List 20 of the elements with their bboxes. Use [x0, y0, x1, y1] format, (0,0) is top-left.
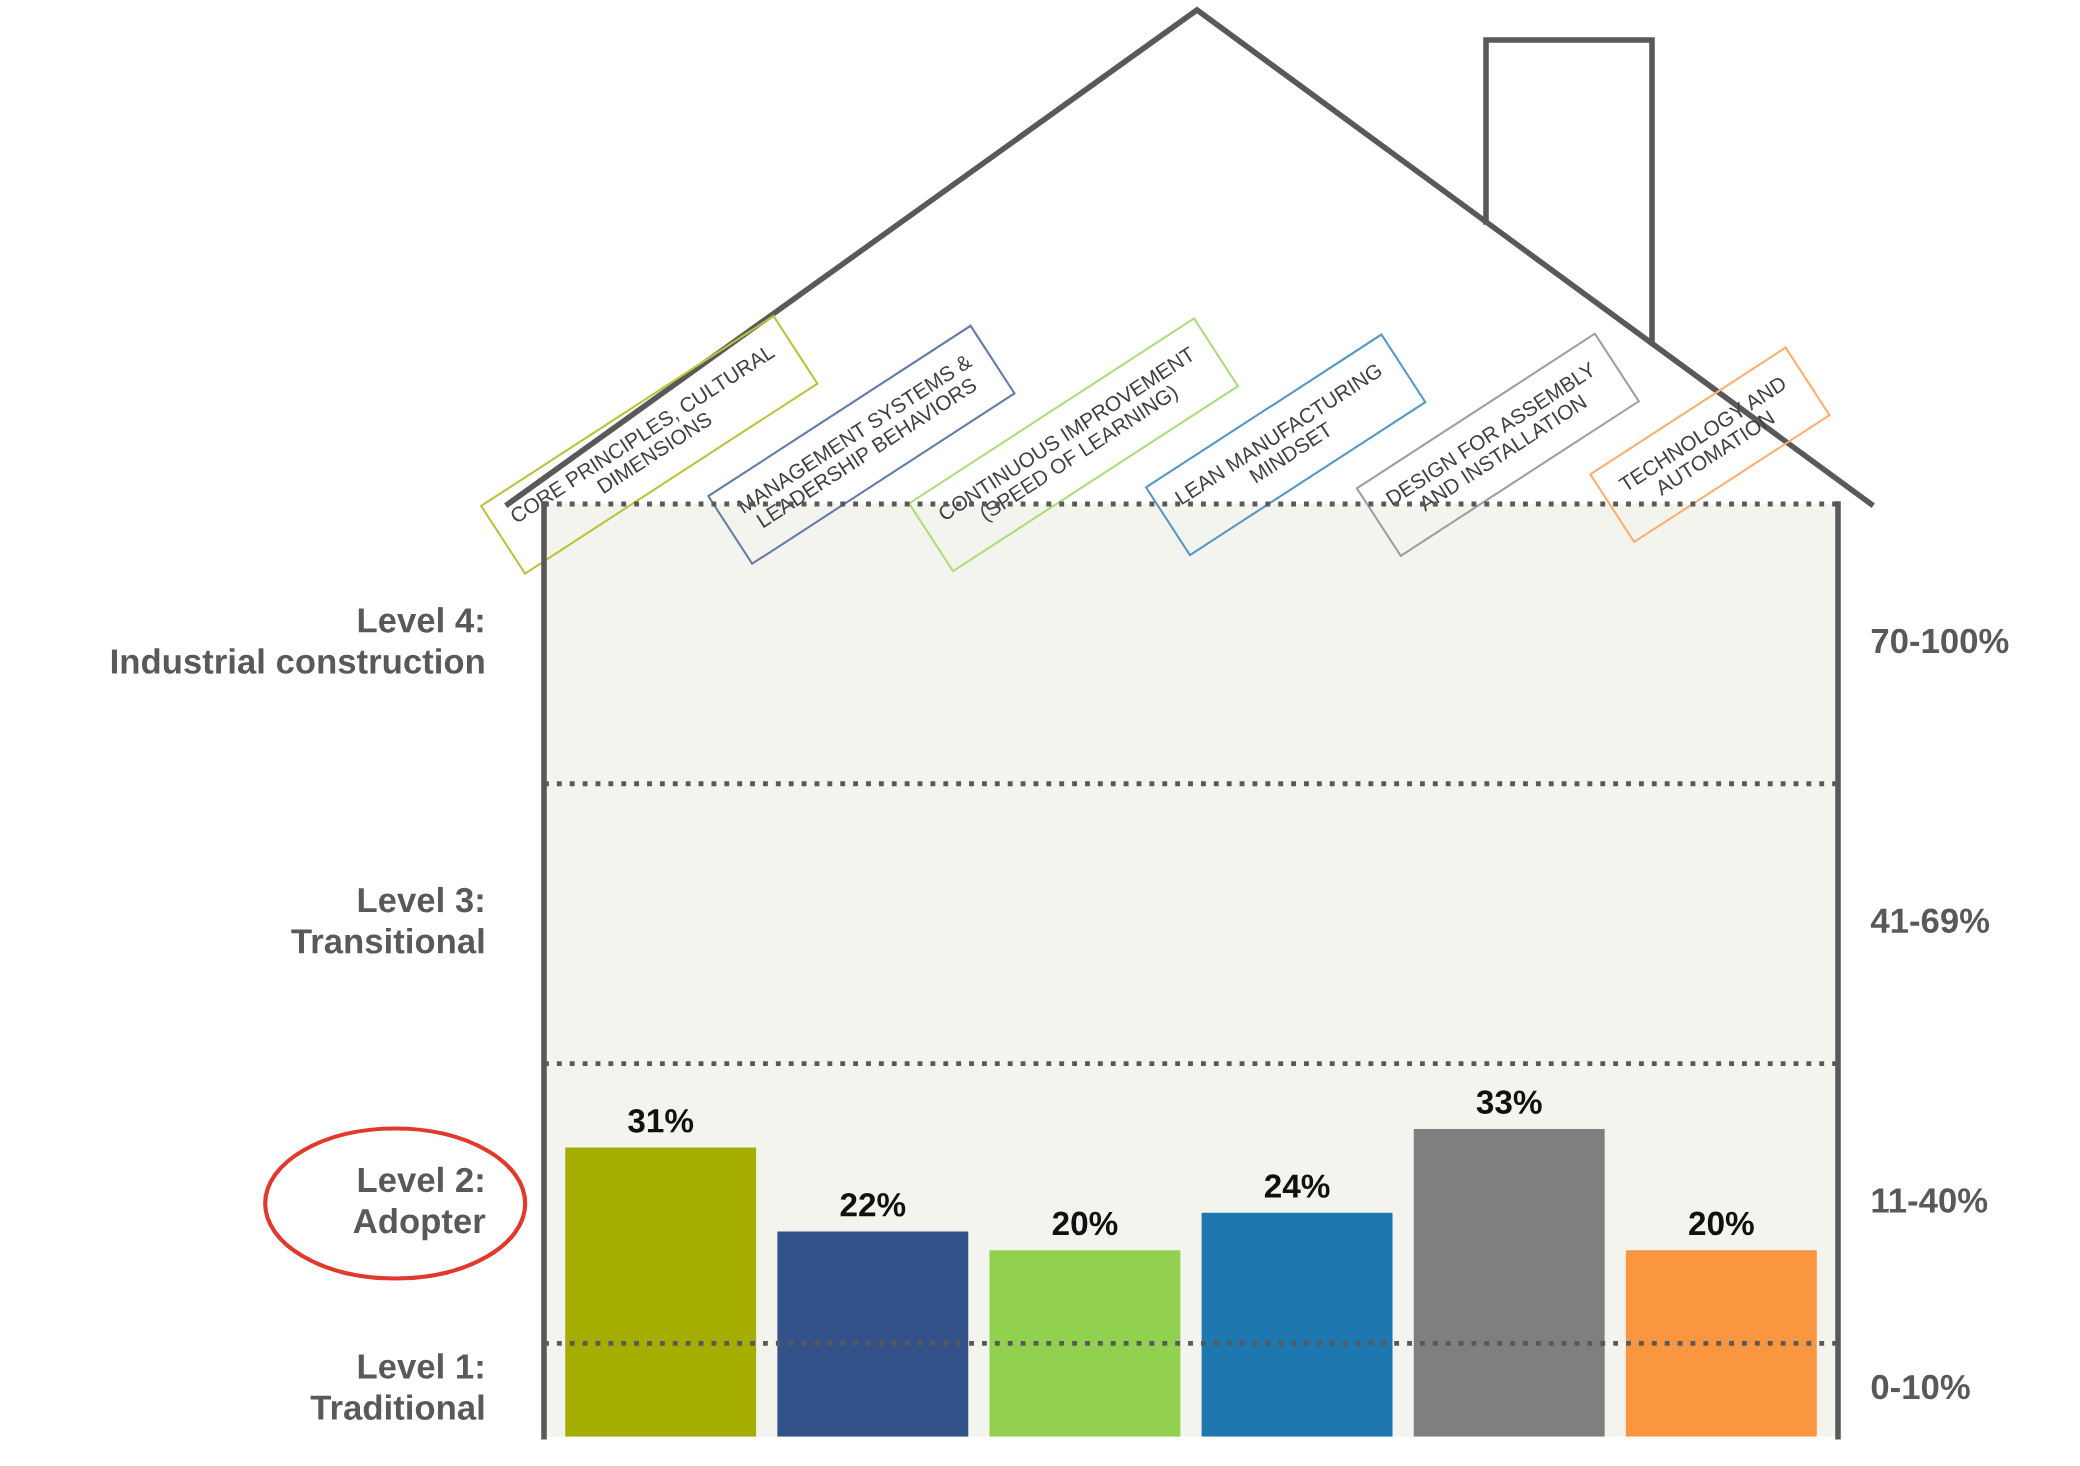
- data-label: 24%: [1264, 1174, 1330, 1198]
- bar: [1413, 1128, 1605, 1437]
- text: Level 2: Adopter: [353, 1166, 486, 1241]
- data-label: 22%: [840, 1192, 906, 1217]
- band-label: 41-69%: [1870, 908, 1990, 934]
- text: Level 1: Traditional: [310, 1353, 484, 1420]
- bar: [1201, 1212, 1393, 1437]
- bar: [777, 1231, 969, 1437]
- data-label: 31%: [628, 1109, 694, 1133]
- band-label: 0-10%: [1871, 1374, 1970, 1400]
- data-label: 33%: [1476, 1090, 1542, 1115]
- bar: [1625, 1250, 1817, 1437]
- data-label: 20%: [1052, 1211, 1118, 1236]
- band-label: 11-40%: [1872, 1188, 1988, 1213]
- bar: [989, 1250, 1181, 1437]
- text: Level 3: Transitional: [291, 886, 484, 954]
- band-label: 70-100%: [1871, 628, 2009, 654]
- data-label: 20%: [1689, 1211, 1754, 1236]
- text: Level 4: Industrial construction: [111, 607, 484, 674]
- bar: [565, 1147, 757, 1437]
